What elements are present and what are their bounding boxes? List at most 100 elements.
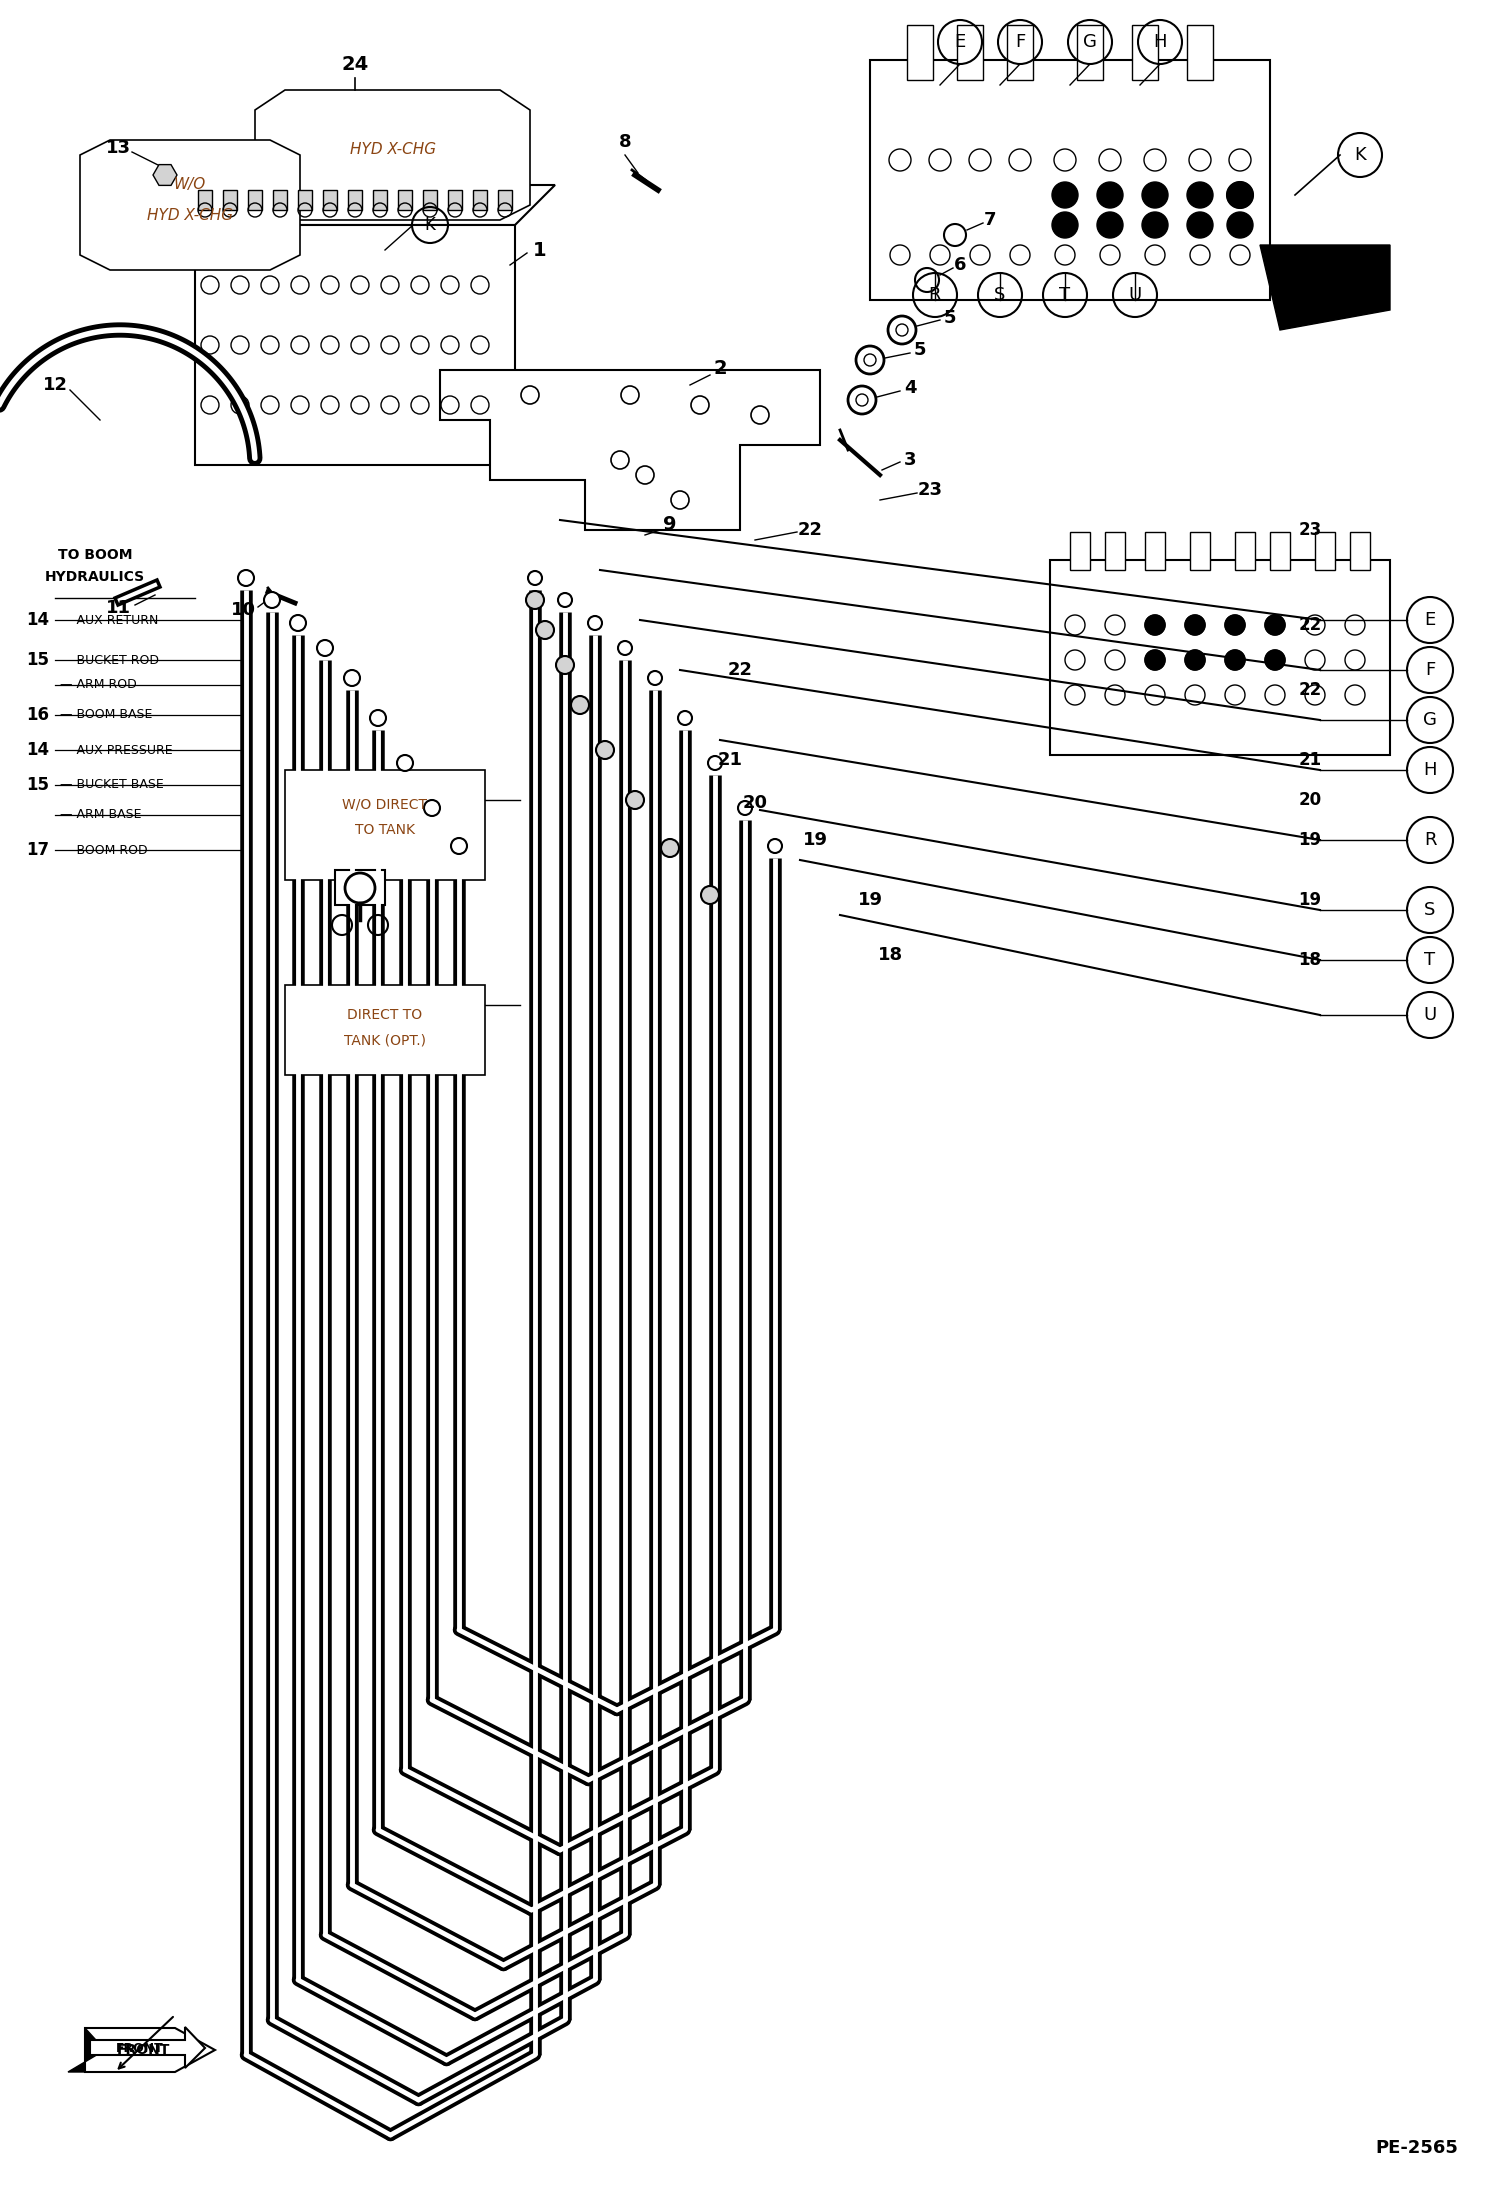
Text: T: T: [1425, 952, 1435, 969]
Circle shape: [679, 711, 692, 726]
Circle shape: [318, 640, 333, 656]
Text: 21: 21: [718, 750, 743, 770]
Text: 5: 5: [944, 309, 956, 327]
Polygon shape: [195, 184, 554, 226]
Circle shape: [1225, 614, 1245, 636]
Circle shape: [1097, 182, 1124, 208]
Circle shape: [1052, 182, 1079, 208]
Text: 19: 19: [1299, 890, 1321, 910]
Circle shape: [1264, 614, 1285, 636]
Text: DIRECT TO: DIRECT TO: [348, 1009, 422, 1022]
Text: — BUCKET BASE: — BUCKET BASE: [60, 779, 163, 792]
Text: W/O: W/O: [174, 178, 207, 193]
Circle shape: [1227, 213, 1252, 239]
Polygon shape: [255, 90, 530, 219]
Text: K: K: [424, 215, 436, 235]
FancyBboxPatch shape: [373, 191, 386, 211]
Text: 13: 13: [105, 138, 130, 158]
Circle shape: [397, 754, 413, 772]
Text: R: R: [1423, 831, 1437, 849]
FancyBboxPatch shape: [285, 770, 485, 879]
Text: HYDRAULICS: HYDRAULICS: [45, 570, 145, 583]
Text: 19: 19: [803, 831, 827, 849]
Text: — BOOM ROD: — BOOM ROD: [60, 844, 148, 857]
Text: U: U: [1128, 285, 1141, 305]
Text: — AUX PRESSURE: — AUX PRESSURE: [60, 743, 172, 757]
Circle shape: [709, 757, 722, 770]
FancyBboxPatch shape: [1050, 559, 1390, 754]
FancyBboxPatch shape: [497, 191, 512, 211]
Circle shape: [345, 671, 360, 686]
Text: 19: 19: [857, 890, 882, 910]
Polygon shape: [79, 140, 300, 270]
Text: 19: 19: [1299, 831, 1321, 849]
FancyBboxPatch shape: [957, 24, 983, 79]
FancyBboxPatch shape: [1007, 24, 1034, 79]
FancyBboxPatch shape: [348, 191, 363, 211]
FancyBboxPatch shape: [1132, 24, 1158, 79]
FancyBboxPatch shape: [336, 871, 385, 906]
FancyBboxPatch shape: [1315, 533, 1335, 570]
Text: G: G: [1083, 33, 1097, 50]
Circle shape: [1144, 614, 1165, 636]
Text: 16: 16: [27, 706, 49, 724]
Text: 1: 1: [533, 241, 547, 259]
Text: 22: 22: [797, 522, 822, 539]
Circle shape: [1185, 649, 1204, 671]
Circle shape: [739, 800, 752, 816]
FancyBboxPatch shape: [249, 191, 262, 211]
Text: 23: 23: [1299, 522, 1321, 539]
Text: 15: 15: [27, 651, 49, 669]
Text: 18: 18: [878, 945, 903, 965]
Circle shape: [589, 616, 602, 629]
FancyBboxPatch shape: [1186, 24, 1213, 79]
Text: — BOOM BASE: — BOOM BASE: [60, 708, 153, 721]
FancyBboxPatch shape: [906, 24, 933, 79]
FancyBboxPatch shape: [1350, 533, 1371, 570]
Circle shape: [1186, 213, 1213, 239]
Text: 15: 15: [27, 776, 49, 794]
Text: — ARM ROD: — ARM ROD: [60, 678, 136, 691]
Text: W/O DIRECT: W/O DIRECT: [343, 798, 427, 811]
FancyBboxPatch shape: [398, 191, 412, 211]
Polygon shape: [195, 226, 515, 465]
Polygon shape: [153, 164, 177, 186]
Text: PE-2565: PE-2565: [1375, 2138, 1458, 2158]
FancyBboxPatch shape: [1106, 533, 1125, 570]
Circle shape: [1227, 182, 1252, 208]
Text: T: T: [1059, 285, 1071, 305]
FancyBboxPatch shape: [870, 59, 1270, 300]
Text: 17: 17: [27, 840, 49, 860]
Text: 22: 22: [1299, 682, 1321, 700]
Polygon shape: [90, 2026, 205, 2068]
FancyBboxPatch shape: [1070, 533, 1091, 570]
Text: 23: 23: [917, 480, 942, 500]
Text: U: U: [1423, 1007, 1437, 1024]
Circle shape: [619, 640, 632, 656]
Text: — ARM BASE: — ARM BASE: [60, 809, 141, 822]
Text: 7: 7: [984, 211, 996, 228]
Circle shape: [557, 592, 572, 607]
Text: R: R: [929, 285, 941, 305]
Text: TANK (OPT.): TANK (OPT.): [345, 1033, 425, 1046]
Circle shape: [264, 592, 280, 607]
Circle shape: [596, 741, 614, 759]
Circle shape: [1052, 213, 1079, 239]
Circle shape: [526, 590, 544, 610]
Circle shape: [768, 840, 782, 853]
Circle shape: [1186, 182, 1213, 208]
FancyBboxPatch shape: [1189, 533, 1210, 570]
FancyBboxPatch shape: [422, 191, 437, 211]
Text: 22: 22: [728, 660, 752, 680]
Text: 8: 8: [619, 134, 631, 151]
FancyBboxPatch shape: [285, 985, 485, 1075]
Circle shape: [626, 792, 644, 809]
Polygon shape: [67, 2029, 105, 2072]
Text: 12: 12: [42, 375, 67, 395]
FancyBboxPatch shape: [223, 191, 237, 211]
Text: 2: 2: [713, 357, 727, 377]
FancyBboxPatch shape: [198, 191, 213, 211]
Circle shape: [1185, 614, 1204, 636]
Text: 18: 18: [1299, 952, 1321, 969]
Text: G: G: [1423, 711, 1437, 728]
